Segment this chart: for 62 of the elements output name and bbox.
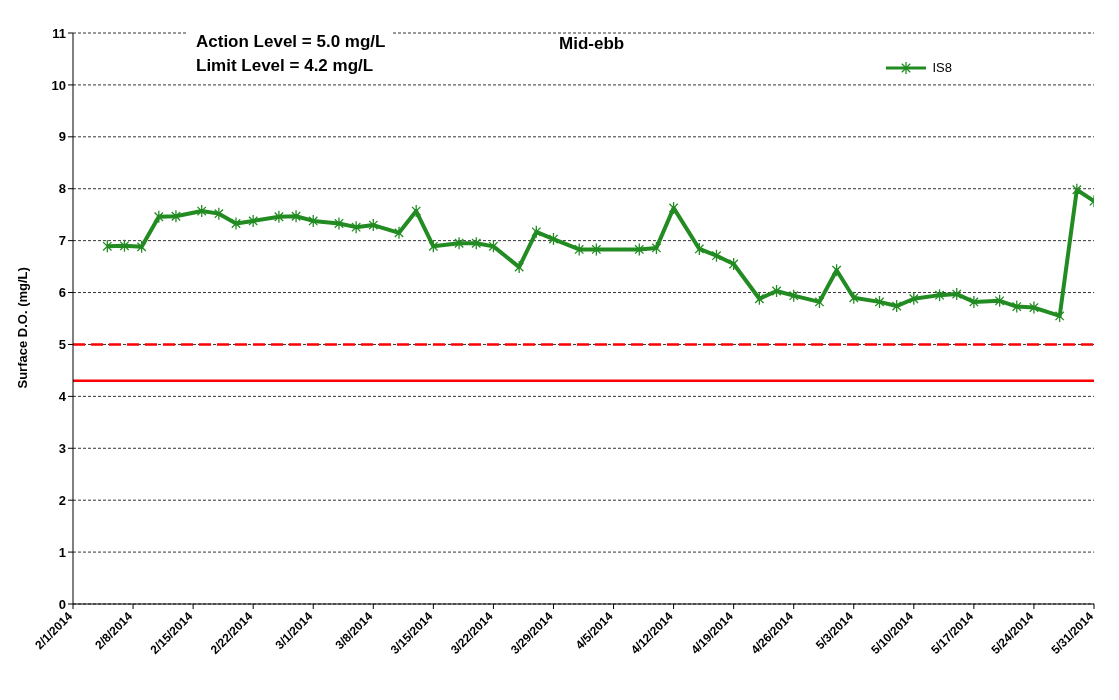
point xyxy=(411,204,422,218)
y-tick-label: 4 xyxy=(58,388,67,404)
point xyxy=(814,295,825,309)
point xyxy=(668,201,679,215)
y-tick-label: 1 xyxy=(58,544,66,560)
y-tick-label: 5 xyxy=(58,337,66,353)
point xyxy=(848,291,859,305)
point xyxy=(291,209,301,223)
y-tick-label: 11 xyxy=(52,25,66,41)
point xyxy=(428,239,439,253)
chart-title: Mid-ebb xyxy=(553,34,631,54)
point xyxy=(728,257,739,271)
point xyxy=(694,242,705,256)
point xyxy=(788,289,799,303)
y-tick-label: 7 xyxy=(58,233,66,249)
point xyxy=(454,236,464,250)
point xyxy=(531,225,542,239)
point xyxy=(831,263,842,277)
y-tick-label: 9 xyxy=(58,129,66,145)
point xyxy=(754,292,765,306)
y-tick-label: 10 xyxy=(51,77,66,93)
y-tick-label: 2 xyxy=(58,492,66,508)
point xyxy=(908,292,919,306)
annotation: Limit Level = 4.2 mg/L xyxy=(196,55,375,77)
point xyxy=(634,242,645,257)
point xyxy=(951,287,962,301)
point xyxy=(196,204,207,218)
point xyxy=(994,294,1005,308)
point xyxy=(394,226,404,240)
point xyxy=(1054,309,1065,323)
point xyxy=(136,240,147,254)
point xyxy=(102,239,113,253)
point xyxy=(368,218,379,232)
point xyxy=(771,284,782,298)
point xyxy=(171,209,181,223)
point xyxy=(471,236,482,250)
point xyxy=(934,288,945,302)
y-axis-title: Surface D.O. (mg/L) xyxy=(14,267,30,389)
point xyxy=(248,214,259,228)
point xyxy=(488,239,499,253)
y-tick-label: 3 xyxy=(58,440,66,456)
y-tick-label: 6 xyxy=(58,285,66,301)
point xyxy=(1011,299,1022,314)
point xyxy=(591,242,602,257)
y-tick-label: 8 xyxy=(58,181,66,197)
point xyxy=(153,210,164,224)
point xyxy=(574,242,585,257)
point xyxy=(514,260,524,274)
point xyxy=(274,210,284,224)
point xyxy=(548,232,559,246)
point xyxy=(874,295,885,309)
y-tick-label: 0 xyxy=(58,596,66,612)
point xyxy=(351,220,361,234)
point xyxy=(651,241,662,255)
point xyxy=(891,299,902,313)
point xyxy=(119,239,130,253)
annotation: Action Level = 5.0 mg/L xyxy=(196,31,386,53)
point xyxy=(308,214,319,228)
point xyxy=(969,295,979,309)
point xyxy=(1071,183,1082,197)
point xyxy=(711,249,722,263)
legend-label: IS8 xyxy=(932,60,952,75)
